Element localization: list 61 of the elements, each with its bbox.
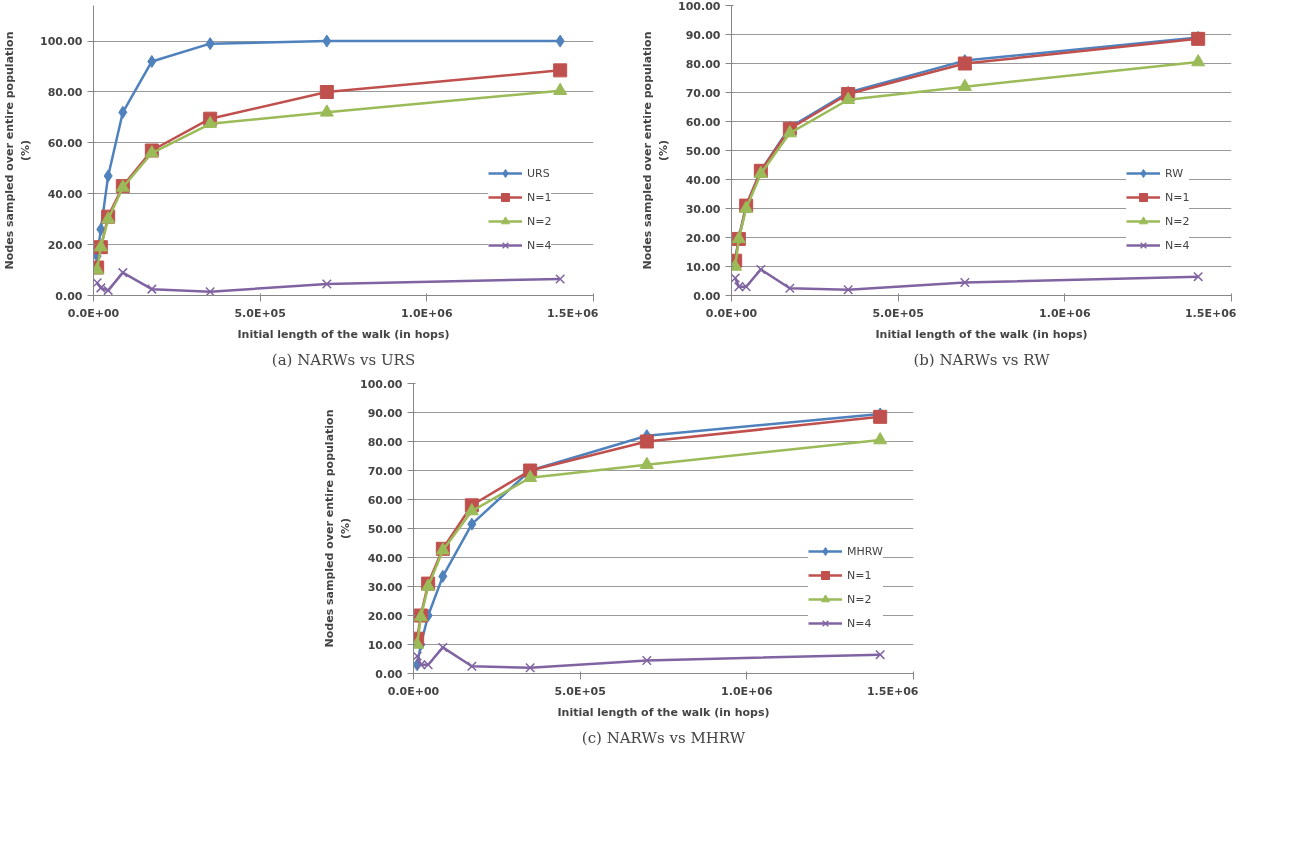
y-tick-label: 50.00 [685, 144, 721, 158]
y-tick-label: 90.00 [685, 28, 721, 42]
x-tick-label: 0.0E+00 [67, 306, 120, 320]
y-tick-label: 40.00 [685, 173, 721, 187]
y-tick-label: 20.00 [367, 609, 403, 623]
x-axis-title: Initial length of the walk (in hops) [875, 327, 1088, 341]
y-tick-label: 30.00 [367, 580, 403, 594]
y-tick-label: 10.00 [685, 260, 721, 274]
y-tick-label: 70.00 [685, 86, 721, 100]
x-axis-title: Initial length of the walk (in hops) [237, 327, 450, 341]
x-axis-title: Initial length of the walk (in hops) [557, 705, 770, 719]
text: (a) NARWs vs URS [271, 350, 416, 369]
y-axis-title: Nodes sampled over entire population (%) [641, 31, 671, 270]
x-tick-label: 1.0E+06 [401, 306, 453, 320]
y-tick-label: 100.00 [360, 377, 403, 391]
legend-label: N=4 [847, 616, 872, 630]
text: (c) NARWs vs MHRW [581, 728, 746, 747]
legend-label: N=2 [1165, 214, 1190, 228]
y-tick-label: 20.00 [47, 238, 83, 252]
y-axis-title: Nodes sampled over entire population (%) [323, 409, 353, 648]
legend-label: URS [527, 166, 550, 180]
y-tick-label: 0.00 [55, 289, 83, 303]
y-tick-label: 60.00 [685, 115, 721, 129]
x-tick-label: 0.0E+00 [705, 306, 758, 320]
legend-label: N=1 [847, 568, 872, 582]
y-tick-label: 0.00 [693, 289, 721, 303]
y-tick-label: 80.00 [685, 57, 721, 71]
y-tick-label: 10.00 [367, 638, 403, 652]
x-tick-label: 1.5E+06 [546, 306, 599, 320]
legend-label: MHRW [847, 544, 883, 558]
y-tick-label: 0.00 [375, 667, 403, 681]
legend-label: N=2 [847, 592, 872, 606]
x-tick-label: 1.0E+06 [721, 684, 773, 698]
x-tick-label: 5.0E+05 [234, 306, 286, 320]
y-tick-label: 40.00 [47, 187, 83, 201]
legend-label: N=4 [527, 238, 552, 252]
y-tick-label: 20.00 [685, 231, 721, 245]
y-tick-label: 90.00 [367, 406, 403, 420]
y-tick-label: 70.00 [367, 464, 403, 478]
legend-label: N=1 [1165, 190, 1190, 204]
y-tick-label: 80.00 [367, 435, 403, 449]
x-tick-label: 1.0E+06 [1039, 306, 1091, 320]
y-tick-label: 60.00 [47, 136, 83, 150]
legend-label: N=2 [527, 214, 552, 228]
text: (b) NARWs vs RW [913, 350, 1051, 369]
x-tick-label: 5.0E+05 [554, 684, 606, 698]
y-tick-label: 50.00 [367, 522, 403, 536]
x-tick-label: 1.5E+06 [866, 684, 919, 698]
y-axis-title: Nodes sampled over entire population (%) [3, 31, 33, 270]
legend-label: N=4 [1165, 238, 1190, 252]
legend-label: N=1 [527, 190, 552, 204]
y-tick-label: 100.00 [40, 35, 83, 49]
x-tick-label: 0.0E+00 [387, 684, 440, 698]
y-tick-label: 80.00 [47, 85, 83, 99]
y-tick-label: 40.00 [367, 551, 403, 565]
y-tick-label: 60.00 [367, 493, 403, 507]
y-tick-label: 100.00 [678, 0, 721, 13]
legend-label: RW [1165, 166, 1185, 180]
x-tick-label: 5.0E+05 [872, 306, 924, 320]
y-tick-label: 30.00 [685, 202, 721, 216]
x-tick-label: 1.5E+06 [1184, 306, 1237, 320]
